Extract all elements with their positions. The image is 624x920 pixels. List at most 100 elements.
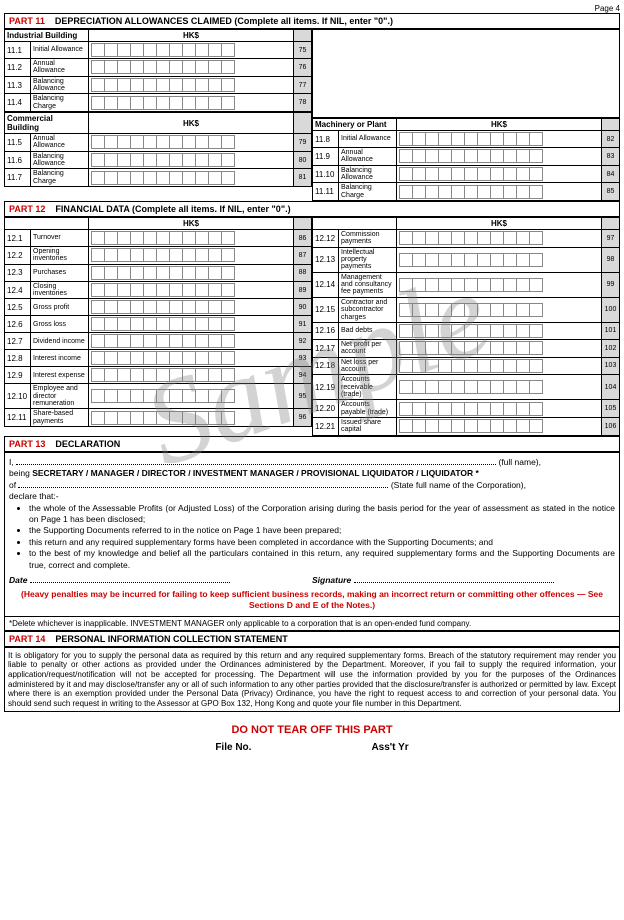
input-box[interactable] — [208, 389, 222, 403]
input-box[interactable] — [399, 149, 413, 163]
input-box[interactable] — [91, 389, 105, 403]
input-box[interactable] — [143, 283, 157, 297]
input-box[interactable] — [104, 60, 118, 74]
input-box[interactable] — [143, 300, 157, 314]
input-box[interactable] — [477, 185, 491, 199]
input-box[interactable] — [516, 419, 530, 433]
input-box[interactable] — [503, 419, 517, 433]
input-box[interactable] — [91, 411, 105, 425]
input-box[interactable] — [182, 266, 196, 280]
input-box[interactable] — [182, 317, 196, 331]
input-box[interactable] — [451, 380, 465, 394]
input-box[interactable] — [91, 266, 105, 280]
input-box[interactable] — [208, 60, 222, 74]
input-box[interactable] — [117, 96, 131, 110]
input-box[interactable] — [477, 341, 491, 355]
input-box[interactable] — [169, 248, 183, 262]
input-box[interactable] — [503, 303, 517, 317]
input-box[interactable] — [221, 334, 235, 348]
input-box[interactable] — [104, 43, 118, 57]
input-box[interactable] — [529, 167, 543, 181]
input-box[interactable] — [182, 368, 196, 382]
input-box[interactable] — [425, 303, 439, 317]
input-box[interactable] — [464, 185, 478, 199]
input-box[interactable] — [425, 380, 439, 394]
input-box[interactable] — [169, 96, 183, 110]
input-box[interactable] — [451, 167, 465, 181]
input-box[interactable] — [438, 278, 452, 292]
input-box[interactable] — [195, 368, 209, 382]
input-box[interactable] — [477, 231, 491, 245]
input-box[interactable] — [104, 78, 118, 92]
input-box[interactable] — [221, 60, 235, 74]
input-box[interactable] — [182, 411, 196, 425]
input-box[interactable] — [529, 419, 543, 433]
input-box[interactable] — [425, 132, 439, 146]
input-box[interactable] — [91, 60, 105, 74]
input-box[interactable] — [516, 167, 530, 181]
input-box[interactable] — [221, 153, 235, 167]
input-box[interactable] — [412, 149, 426, 163]
input-box[interactable] — [169, 351, 183, 365]
input-box[interactable] — [490, 303, 504, 317]
input-box[interactable] — [195, 283, 209, 297]
input-box[interactable] — [104, 283, 118, 297]
input-box[interactable] — [104, 317, 118, 331]
input-box[interactable] — [169, 334, 183, 348]
input-box[interactable] — [477, 132, 491, 146]
input-box[interactable] — [477, 303, 491, 317]
input-box[interactable] — [208, 317, 222, 331]
input-box[interactable] — [503, 359, 517, 373]
input-box[interactable] — [221, 78, 235, 92]
input-box[interactable] — [464, 167, 478, 181]
input-box[interactable] — [156, 351, 170, 365]
input-box[interactable] — [399, 231, 413, 245]
input-box[interactable] — [195, 78, 209, 92]
input-box[interactable] — [169, 300, 183, 314]
input-box[interactable] — [529, 359, 543, 373]
input-box[interactable] — [464, 359, 478, 373]
input-box[interactable] — [399, 167, 413, 181]
input-box[interactable] — [464, 149, 478, 163]
input-box[interactable] — [182, 283, 196, 297]
input-box[interactable] — [104, 231, 118, 245]
input-box[interactable] — [438, 132, 452, 146]
input-box[interactable] — [438, 402, 452, 416]
input-box[interactable] — [156, 78, 170, 92]
input-box[interactable] — [438, 231, 452, 245]
input-box[interactable] — [91, 317, 105, 331]
input-box[interactable] — [91, 96, 105, 110]
input-box[interactable] — [169, 171, 183, 185]
input-box[interactable] — [130, 389, 144, 403]
input-box[interactable] — [156, 368, 170, 382]
input-box[interactable] — [412, 402, 426, 416]
input-box[interactable] — [529, 149, 543, 163]
input-box[interactable] — [130, 135, 144, 149]
input-box[interactable] — [529, 380, 543, 394]
input-box[interactable] — [221, 266, 235, 280]
input-box[interactable] — [399, 402, 413, 416]
input-box[interactable] — [208, 135, 222, 149]
input-box[interactable] — [169, 43, 183, 57]
input-box[interactable] — [399, 278, 413, 292]
input-box[interactable] — [104, 368, 118, 382]
input-box[interactable] — [156, 266, 170, 280]
input-box[interactable] — [156, 317, 170, 331]
input-box[interactable] — [169, 231, 183, 245]
input-box[interactable] — [143, 411, 157, 425]
input-box[interactable] — [104, 171, 118, 185]
input-box[interactable] — [143, 368, 157, 382]
input-box[interactable] — [143, 266, 157, 280]
input-box[interactable] — [490, 253, 504, 267]
input-box[interactable] — [208, 283, 222, 297]
input-box[interactable] — [477, 380, 491, 394]
sig-field[interactable] — [354, 582, 554, 583]
input-box[interactable] — [529, 278, 543, 292]
input-box[interactable] — [490, 341, 504, 355]
input-box[interactable] — [221, 43, 235, 57]
input-box[interactable] — [143, 43, 157, 57]
input-box[interactable] — [451, 402, 465, 416]
input-box[interactable] — [208, 266, 222, 280]
input-box[interactable] — [412, 359, 426, 373]
input-box[interactable] — [182, 231, 196, 245]
